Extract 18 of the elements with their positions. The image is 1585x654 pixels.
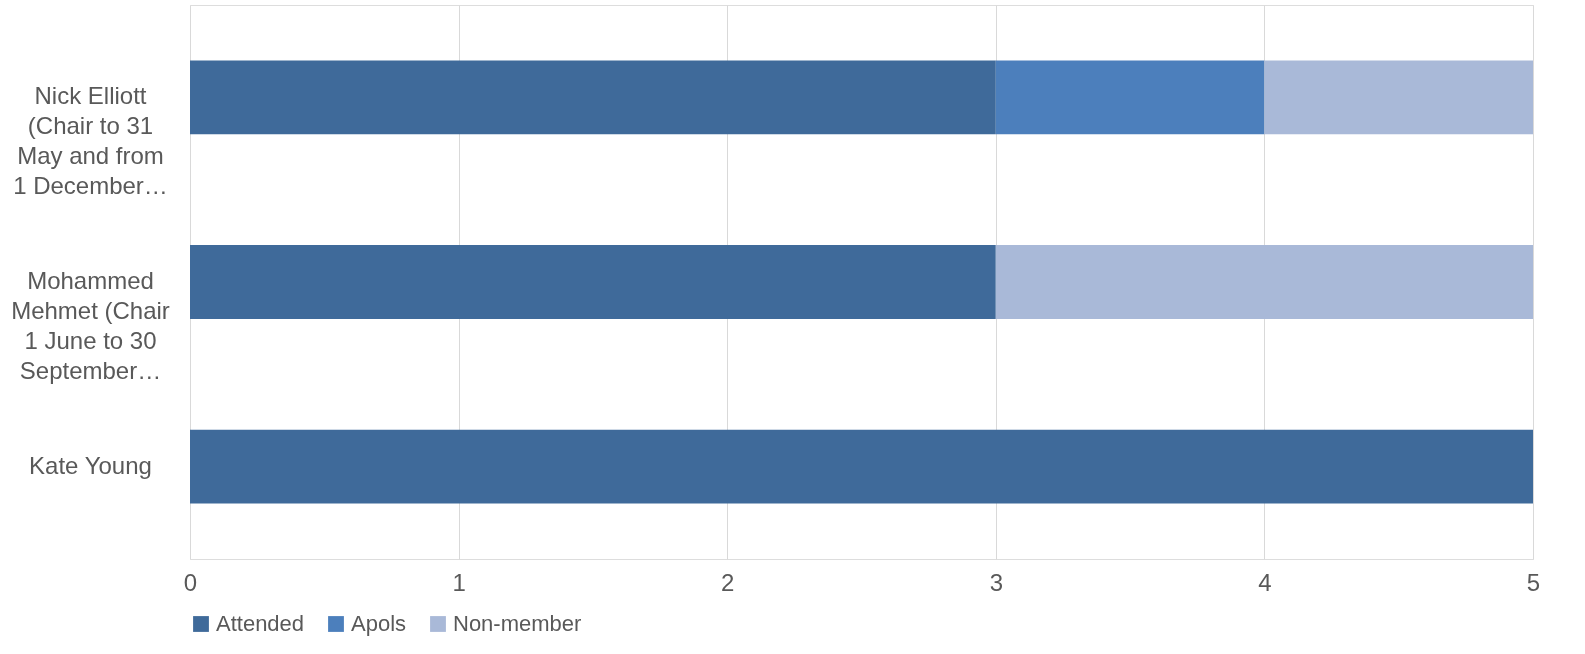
bar	[1264, 60, 1533, 135]
bar	[190, 60, 996, 135]
x-tick-label: 5	[1526, 568, 1541, 596]
x-tick-label: 0	[183, 568, 198, 596]
legend-label: Apols	[351, 611, 407, 636]
x-tick-label: 2	[721, 568, 735, 596]
x-tick-label: 3	[989, 568, 1003, 596]
legend-label: Attended	[216, 611, 305, 636]
bar	[995, 60, 1265, 135]
bar	[190, 429, 1533, 504]
bar	[190, 245, 996, 319]
bar	[995, 245, 1533, 319]
x-tick-label: 1	[452, 568, 466, 596]
x-tick-label: 4	[1258, 568, 1272, 596]
y-tick-label: Mohammed Mehmet (Chair 1 June to 30 September…	[11, 267, 170, 384]
y-tick-label: Nick Elliott (Chair to 31 May and from 1 December…	[13, 82, 168, 200]
legend-label: Non-member	[453, 611, 582, 636]
y-tick-label: Kate Young	[29, 451, 152, 479]
